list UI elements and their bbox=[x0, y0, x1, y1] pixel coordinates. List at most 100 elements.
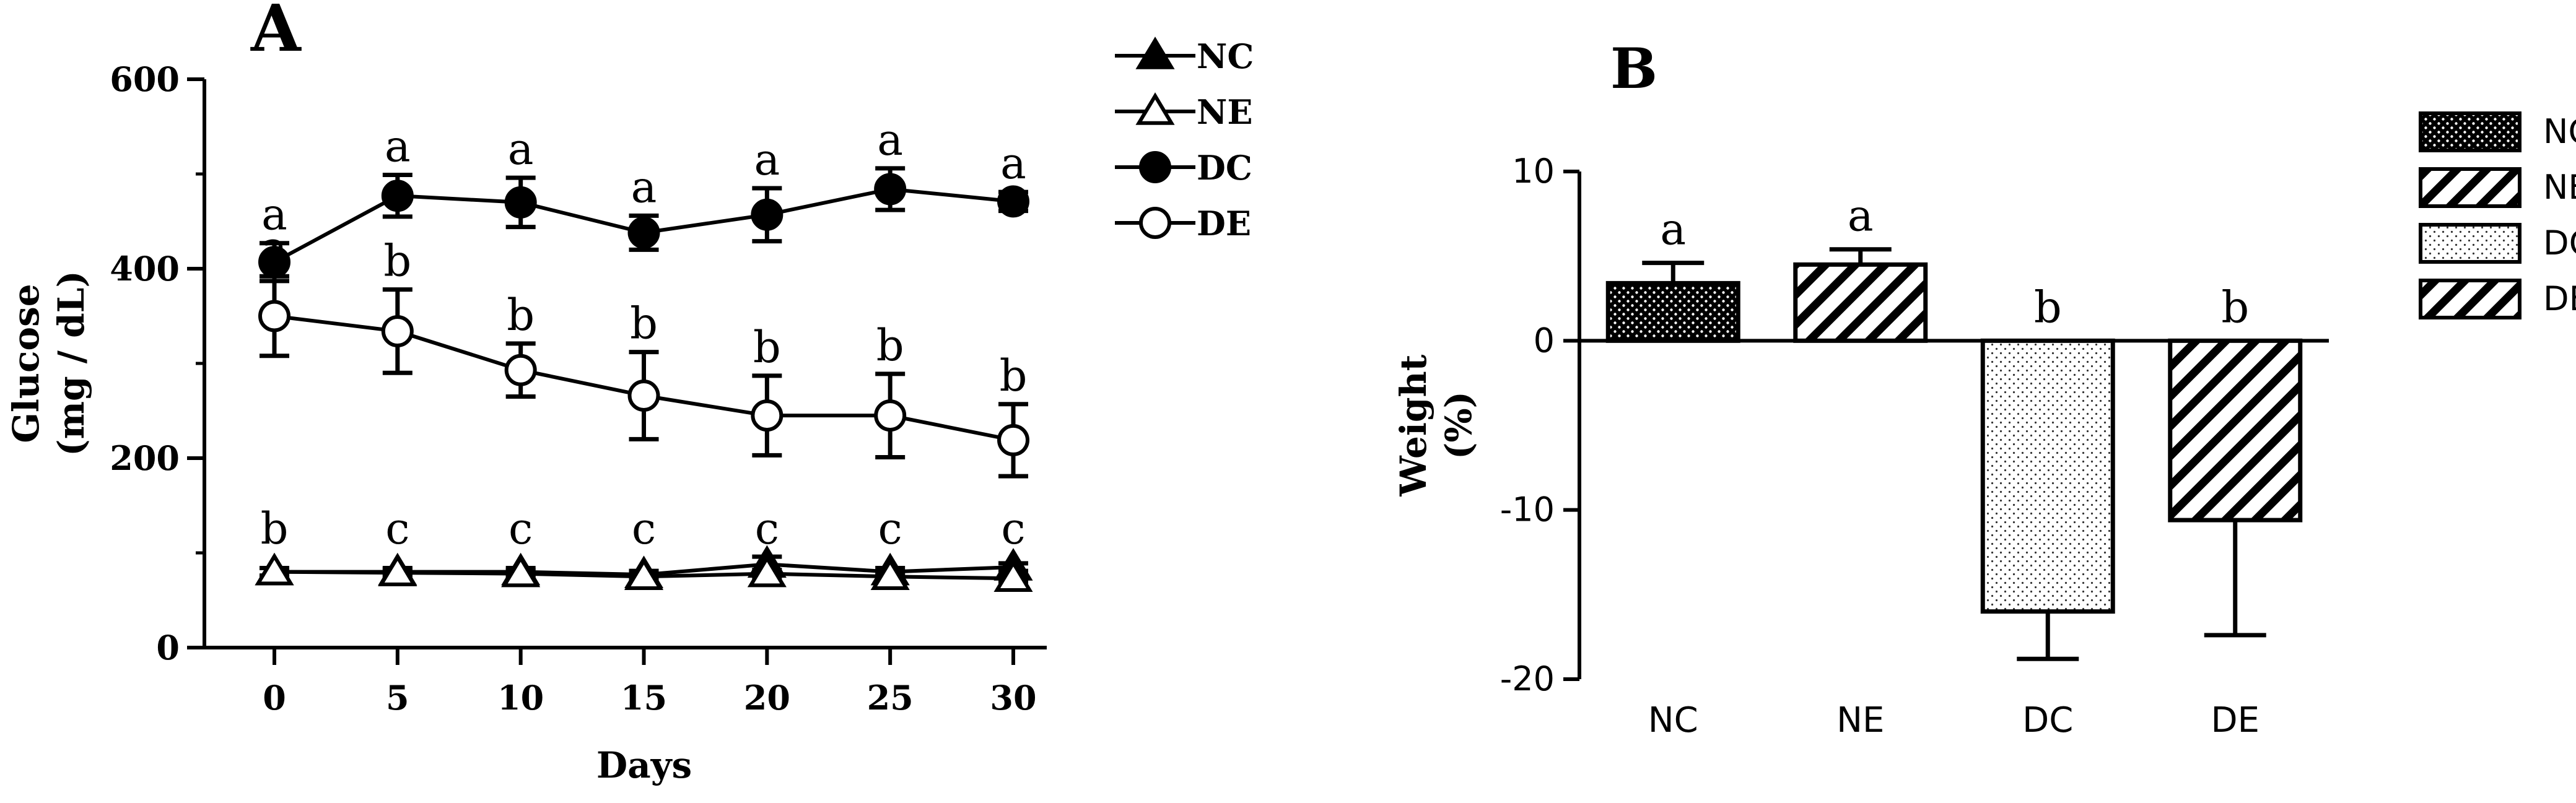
legend-swatch bbox=[2419, 167, 2521, 208]
legend-marker bbox=[1139, 151, 1171, 183]
legend-label: DE bbox=[1197, 204, 1251, 243]
significance-letter: b bbox=[2221, 282, 2249, 332]
bar-NE bbox=[1793, 262, 1928, 343]
legend-a: NC NE DC DE bbox=[1115, 37, 1254, 243]
data-point bbox=[874, 173, 907, 206]
significance-letter: b bbox=[1000, 350, 1028, 401]
data-point bbox=[627, 216, 660, 249]
legend-label: NC bbox=[1197, 37, 1254, 76]
data-point bbox=[993, 559, 1033, 592]
significance-letter: b bbox=[630, 298, 658, 349]
x-tick-label: 5 bbox=[386, 678, 409, 718]
y-tick-label: 400 bbox=[110, 249, 180, 289]
data-point bbox=[997, 423, 1029, 456]
panel-a: A 0 200 400 600 0 5 10 15 20 25 30 Days Glucose (mg / … bbox=[5, 0, 1254, 786]
significance-letter: a bbox=[877, 115, 903, 165]
y-axis-label-line1: Glucose bbox=[5, 284, 47, 443]
significance-letter: c bbox=[1001, 503, 1025, 554]
x-tick-label: DE bbox=[2211, 700, 2259, 740]
x-tick-label: 30 bbox=[990, 678, 1036, 718]
y-tick-label: -20 bbox=[1500, 659, 1555, 698]
significance-letter: b bbox=[753, 322, 781, 373]
significance-letter: a bbox=[754, 134, 780, 185]
significance-letter: a bbox=[631, 162, 657, 212]
legend-marker bbox=[1139, 207, 1171, 239]
legend-swatch bbox=[2419, 111, 2521, 152]
legend-marker bbox=[1135, 92, 1175, 125]
data-point bbox=[378, 553, 417, 586]
significance-letter: b bbox=[507, 290, 535, 341]
legend-swatch bbox=[2419, 279, 2521, 319]
x-tick-label: DC bbox=[2022, 700, 2073, 740]
series-DC: aa aaa a a bbox=[258, 115, 1029, 284]
series-NE bbox=[255, 552, 1033, 592]
significance-letter: c bbox=[632, 503, 656, 554]
data-point bbox=[627, 380, 660, 412]
series-DE: a b b b b b b bbox=[258, 222, 1029, 479]
x-tick-label: NE bbox=[1836, 700, 1884, 740]
legend-label: NE bbox=[2543, 168, 2576, 207]
legend-swatch bbox=[2419, 223, 2521, 264]
x-tick-label: 0 bbox=[263, 678, 286, 718]
data-point bbox=[997, 185, 1029, 218]
significance-letter: b bbox=[261, 503, 289, 554]
x-tick-label: NC bbox=[1648, 700, 1698, 740]
y-axis-label-line2: (mg / dL) bbox=[50, 271, 92, 456]
bar-DC bbox=[1980, 338, 2115, 614]
panel-a-label: A bbox=[250, 0, 302, 66]
significance-letter: a bbox=[261, 189, 287, 240]
data-point bbox=[501, 554, 541, 588]
legend-label: DC bbox=[1197, 148, 1252, 188]
legend-label: NC bbox=[2543, 112, 2576, 151]
panel-b: B -20 -10 0 10 Weight(%) a NC a NE b DC b DE NC NE DC DE bbox=[1392, 36, 2576, 740]
y-tick-label: 10 bbox=[1512, 152, 1555, 191]
legend-marker bbox=[1135, 37, 1175, 69]
x-axis-label: Days bbox=[596, 744, 692, 786]
data-point bbox=[381, 180, 414, 212]
data-point bbox=[624, 557, 664, 590]
y-tick-label: 600 bbox=[110, 59, 180, 99]
significance-letter: c bbox=[509, 503, 533, 554]
significance-letter: c bbox=[755, 503, 779, 554]
bar-NC bbox=[1605, 280, 1740, 343]
data-point bbox=[751, 399, 784, 432]
y-axis-label-line1: Weight bbox=[1392, 354, 1434, 497]
significance-letter: b bbox=[2034, 282, 2062, 332]
data-point bbox=[870, 557, 910, 590]
y-tick-label: -10 bbox=[1500, 490, 1555, 529]
bar-DE bbox=[2168, 338, 2303, 523]
legend-b: NC NE DC DE bbox=[2419, 111, 2576, 319]
data-point bbox=[747, 554, 787, 588]
data-point bbox=[381, 315, 414, 347]
significance-letter: a bbox=[508, 124, 534, 175]
significance-letter: a bbox=[1848, 191, 1874, 241]
data-point bbox=[255, 552, 294, 586]
x-tick-label: 25 bbox=[867, 678, 914, 718]
data-point bbox=[258, 300, 290, 332]
legend-label: DE bbox=[2543, 279, 2576, 318]
significance-letter: c bbox=[878, 503, 902, 554]
y-tick-label: 0 bbox=[1534, 321, 1555, 360]
significance-letter: a bbox=[1660, 204, 1686, 255]
x-tick-label: 20 bbox=[744, 678, 790, 718]
y-tick-label: 200 bbox=[110, 438, 180, 478]
x-tick-label: 10 bbox=[497, 678, 544, 718]
data-point bbox=[751, 198, 784, 231]
panel-b-label: B bbox=[1610, 36, 1657, 102]
legend-label: DC bbox=[2543, 224, 2576, 263]
significance-letter: a bbox=[261, 222, 287, 273]
significance-letter: c bbox=[385, 503, 409, 554]
significance-letter: a bbox=[1000, 138, 1026, 189]
data-point bbox=[504, 186, 537, 219]
legend-label: NE bbox=[1197, 92, 1253, 132]
significance-letter: a bbox=[385, 121, 411, 172]
y-tick-label: 0 bbox=[156, 628, 180, 667]
x-tick-label: 15 bbox=[621, 678, 667, 718]
data-point bbox=[504, 354, 537, 386]
y-axis-label-line2: (%) bbox=[1438, 391, 1480, 459]
significance-letter: b bbox=[383, 236, 411, 287]
data-point bbox=[874, 399, 907, 432]
significance-letter: b bbox=[876, 320, 904, 371]
